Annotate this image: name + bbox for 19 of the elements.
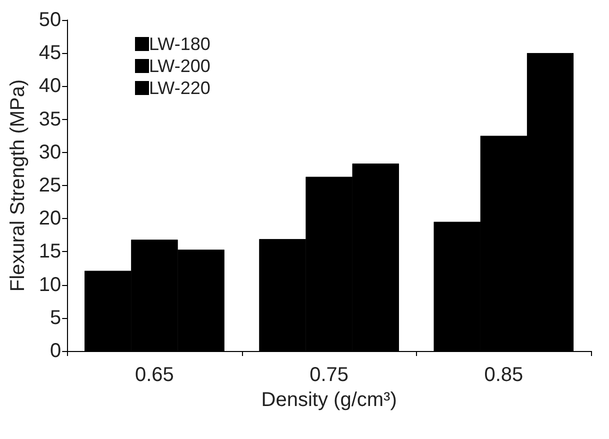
y-tick-label: 35: [38, 108, 62, 130]
legend-label: LW-220: [149, 78, 210, 98]
y-tick-label: 50: [38, 9, 62, 31]
y-tick-label: 45: [38, 42, 62, 64]
x-axis-title: Density (g/cm³): [261, 388, 397, 411]
y-tick-label: 40: [38, 75, 62, 98]
y-tick-label: 5: [50, 306, 62, 329]
x-tick-label: 0.85: [484, 364, 524, 386]
y-tick-label: 10: [38, 274, 62, 296]
x-tick-label: 0.65: [134, 364, 174, 386]
y-tick-label: 15: [38, 240, 62, 263]
y-tick-label: 0: [50, 340, 62, 362]
y-axis-title: Flexural Strength (MPa): [7, 79, 29, 292]
legend-label: LW-200: [149, 56, 210, 76]
y-tick-label: 20: [38, 208, 62, 230]
y-tick-label: 25: [38, 174, 62, 196]
y-tick-label: 30: [38, 141, 62, 164]
x-tick-label: 0.75: [310, 364, 349, 386]
legend-label: LW-180: [149, 34, 210, 54]
